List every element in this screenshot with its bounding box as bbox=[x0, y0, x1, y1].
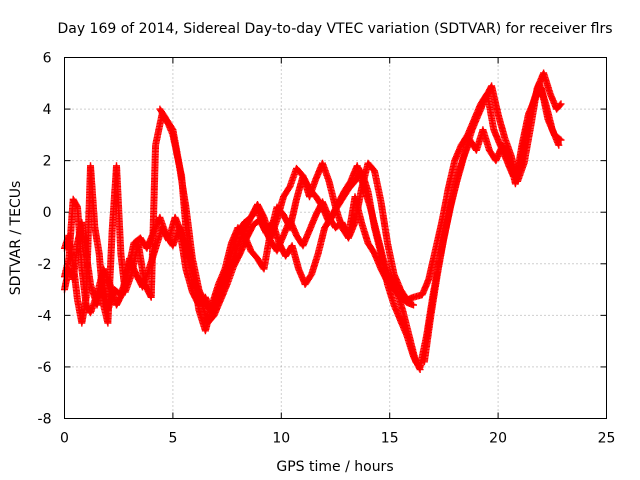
x-tick-label: 25 bbox=[598, 431, 616, 447]
data-point-marker bbox=[556, 101, 564, 109]
x-tick-label: 5 bbox=[168, 431, 177, 447]
chart-title: Day 169 of 2014, Sidereal Day-to-day VTE… bbox=[57, 21, 612, 37]
data-point-marker bbox=[556, 135, 564, 143]
y-tick-label: 0 bbox=[43, 205, 52, 221]
x-tick-label: 10 bbox=[272, 431, 290, 447]
data-point-marker bbox=[557, 100, 565, 108]
y-tick-label: -8 bbox=[38, 412, 52, 428]
data-point-marker bbox=[555, 141, 563, 149]
axis-ticks bbox=[64, 57, 607, 419]
y-tick-label: 2 bbox=[43, 154, 52, 170]
data-point-marker bbox=[557, 136, 565, 144]
y-tick-label: -4 bbox=[38, 308, 52, 324]
y-tick-label: -6 bbox=[38, 360, 52, 376]
x-tick-label: 15 bbox=[381, 431, 399, 447]
grid bbox=[64, 57, 607, 419]
series-trace-6 bbox=[420, 84, 565, 366]
y-tick-label: 4 bbox=[43, 102, 52, 118]
y-tick-labels: -8 -6 -4 -2 0 2 4 6 bbox=[38, 51, 52, 428]
y-tick-label: 6 bbox=[43, 51, 52, 67]
data-series bbox=[61, 69, 565, 373]
x-axis-title: GPS time / hours bbox=[276, 459, 393, 475]
x-tick-label: 0 bbox=[60, 431, 69, 447]
x-tick-labels: 0 5 10 15 20 25 bbox=[60, 431, 615, 447]
y-tick-label: -2 bbox=[38, 257, 52, 273]
x-tick-label: 20 bbox=[489, 431, 507, 447]
plot-frame bbox=[64, 57, 607, 419]
data-point-marker bbox=[410, 301, 417, 309]
y-axis-title: SDTVAR / TECUs bbox=[8, 181, 24, 296]
